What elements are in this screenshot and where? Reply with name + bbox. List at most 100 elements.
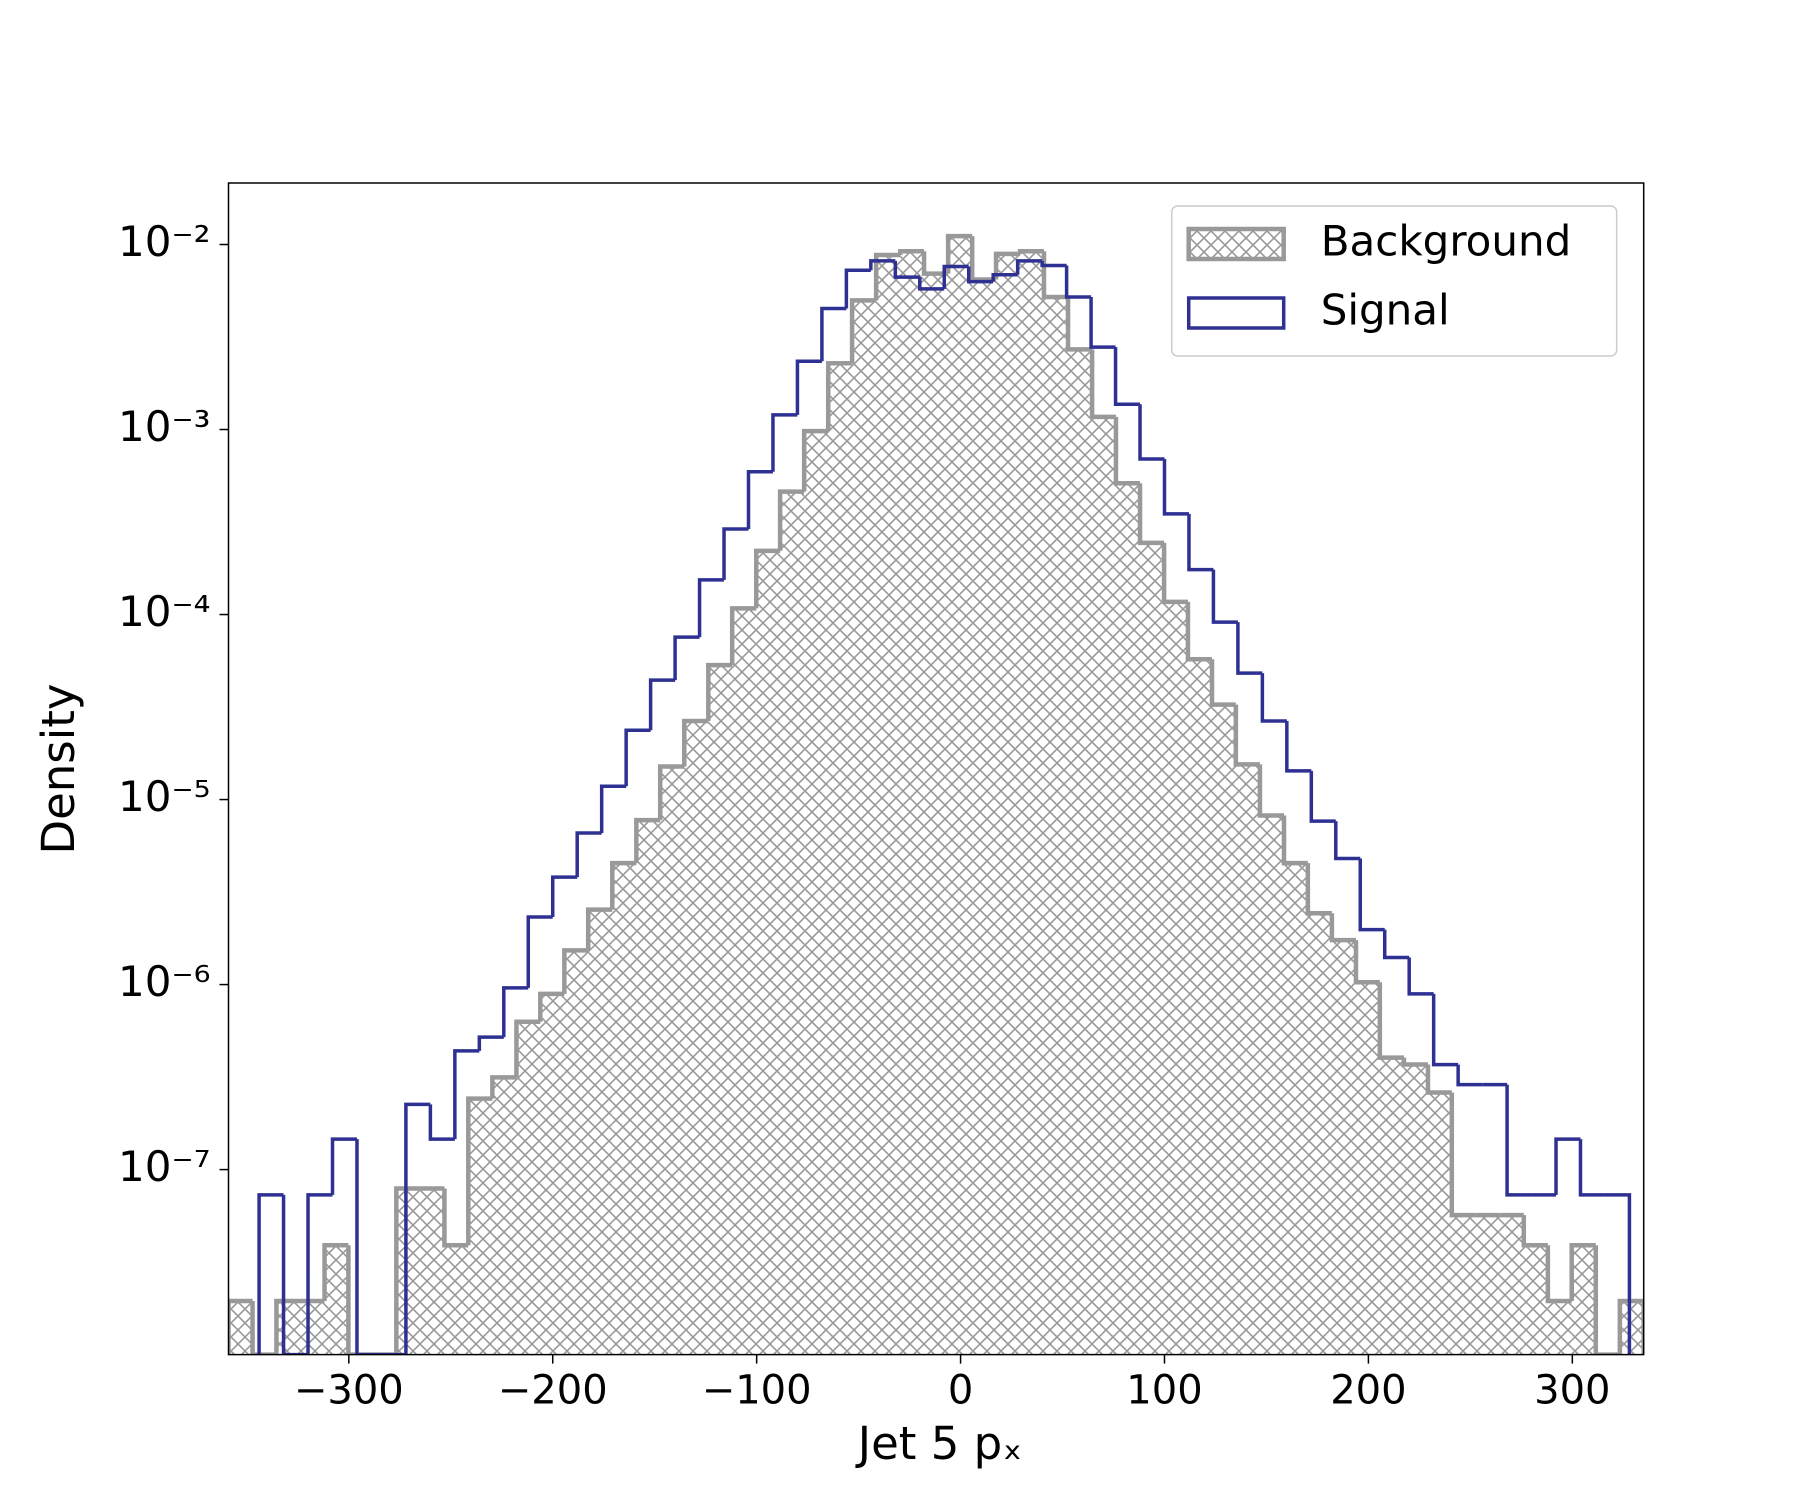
bar-fill [420,1188,445,1355]
bar-step [250,1300,277,1355]
bar-step [1185,601,1212,662]
bar-step [1211,569,1238,624]
bar-step [1617,1298,1644,1355]
bar-step [1407,957,1434,996]
bar-step [330,1137,357,1195]
bar-step [1285,720,1312,773]
legend-label: Background [1321,217,1572,266]
bar-fill [588,909,613,1355]
x-tick-label: 300 [1534,1368,1610,1414]
bar-step [1377,982,1404,1060]
bar-step [1040,260,1067,268]
bar-fill [1403,1064,1428,1355]
bar-step [942,264,969,289]
bar-step [1137,483,1165,546]
legend-label: Signal [1321,286,1450,335]
bar-fill [468,1098,493,1355]
bar-fill [924,273,949,1355]
x-tick-label: 100 [1126,1368,1202,1414]
axes-frame [227,182,1645,1356]
bar-step [404,1102,431,1355]
bar-step [682,718,709,767]
bar-fill [828,363,853,1355]
bar-step [697,578,725,638]
bar-step [1604,1193,1632,1355]
bar-step [1329,913,1356,943]
bar-step [1065,297,1093,352]
bar-fill [1043,297,1069,1355]
y-tick-label: 10⁻⁷ [118,1142,210,1191]
plot-area [228,233,1644,1355]
bar-fill [900,251,925,1355]
bar-step [1449,1092,1476,1218]
bar-step [1187,513,1214,572]
y-tick-label: 10⁻³ [118,402,210,451]
bar-step [1041,251,1069,300]
bar-fill [732,608,757,1355]
bar-step [466,1096,493,1246]
bar-fill [876,255,901,1355]
bar-fill [1451,1215,1476,1355]
x-tick-label: −200 [498,1368,608,1414]
bar-step [346,1245,373,1355]
bar-fill [1212,704,1236,1355]
bar-step [442,1188,469,1248]
bar-fill [1427,1092,1452,1355]
bar-step [1113,347,1141,406]
bar-step [1017,248,1044,254]
bar-step [1233,704,1260,767]
bar-step [873,252,901,301]
bar-step [673,635,700,681]
bar-step [1138,404,1165,461]
bar-step [228,1298,253,1355]
bar-fill [708,665,733,1355]
bar-step [801,428,829,492]
bar-step [945,233,973,274]
bar-fill [948,236,973,1355]
bar-step [1425,1064,1452,1095]
legend-swatch [1186,296,1286,330]
y-tick-label: 10⁻² [118,217,210,266]
bar-fill [564,950,589,1355]
bar-fill [1331,940,1356,1355]
x-tick-label: 200 [1330,1368,1406,1414]
bar-step [477,1035,504,1051]
bar-step [1578,1139,1605,1197]
bar-step [355,1139,382,1355]
bar-step [648,678,676,731]
bar-step [1064,265,1092,299]
bar-step [820,306,847,362]
bar-step [490,1075,517,1099]
bar-step [771,413,798,472]
bar-fill [1619,1300,1644,1355]
bar-step [550,875,578,917]
bar-fill [444,1245,469,1355]
bar-step [893,260,920,279]
bar-step [991,273,1018,282]
bar-fill [756,550,781,1355]
bar-step [585,907,613,951]
bar-fill [1259,815,1284,1355]
bar-step [1569,1242,1596,1301]
bar-step [1161,542,1188,605]
bar-step [1401,1057,1428,1067]
bar-step [1456,1064,1483,1087]
bar-step [746,470,773,529]
bar-step [1545,1245,1572,1304]
bar-step [562,948,589,994]
bar-fill [852,300,877,1355]
bar-step [1334,821,1361,861]
bar-fill [276,1300,301,1355]
bar-step [1236,622,1263,675]
bar-fill [1092,416,1116,1355]
bar-step [706,662,733,721]
bar-fill [396,1188,421,1355]
bar-step [921,251,949,276]
bar-fill [1020,251,1044,1355]
bar-fill [1547,1300,1572,1355]
bar-step [1209,659,1236,707]
bar-step [1015,259,1043,275]
bar-fill [1571,1245,1596,1355]
bar-step [918,277,945,291]
x-tick-label: −100 [702,1368,812,1414]
